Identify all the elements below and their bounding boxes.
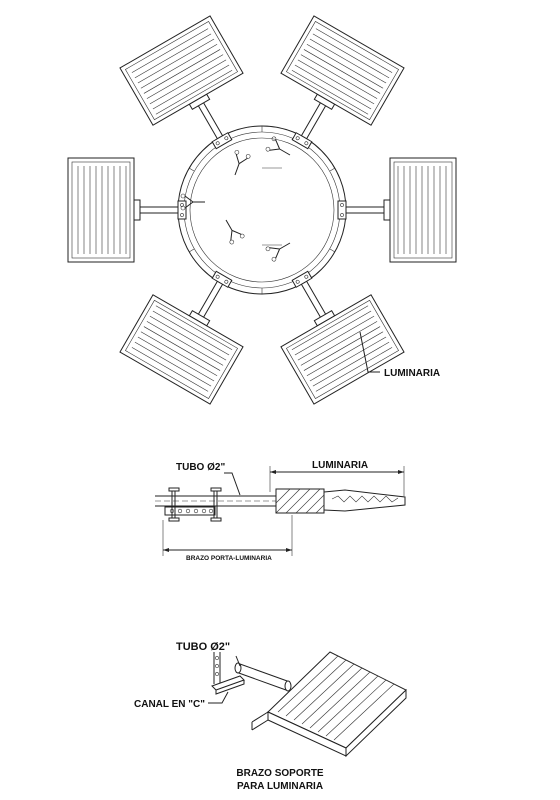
luminaire-top-left [119, 15, 266, 164]
side-tubo-label: TUBO Ø2" [176, 462, 225, 473]
plan-view: LUMINARIA [67, 15, 457, 405]
isometric-view: TUBO Ø2" CANAL EN "C" [134, 641, 407, 758]
outer-ring [177, 125, 347, 295]
caption-line-1: BRAZO SOPORTE [236, 768, 324, 779]
luminaria-leader [359, 331, 380, 373]
luminaire-bottom-right [258, 256, 405, 405]
luminaire-bottom-left [119, 256, 266, 405]
side-luminaria-label: LUMINARIA [312, 460, 368, 471]
iso-luminaire [267, 651, 407, 749]
luminaria-label: LUMINARIA [384, 368, 440, 379]
caption-line-2: PARA LUMINARIA [237, 781, 323, 792]
canal-label: CANAL EN "C" [134, 699, 205, 710]
side-brazo-label: BRAZO PORTA-LUMINARIA [186, 555, 272, 562]
c-channel [211, 675, 245, 691]
luminaire-top-right [258, 15, 405, 164]
side-view: TUBO Ø2" LUMINARIA BRAZO PORTA-LUMINARIA [155, 460, 406, 562]
luminaire-right [345, 157, 457, 263]
iso-tubo-label: TUBO Ø2" [176, 641, 230, 653]
luminaire-left [67, 157, 179, 263]
